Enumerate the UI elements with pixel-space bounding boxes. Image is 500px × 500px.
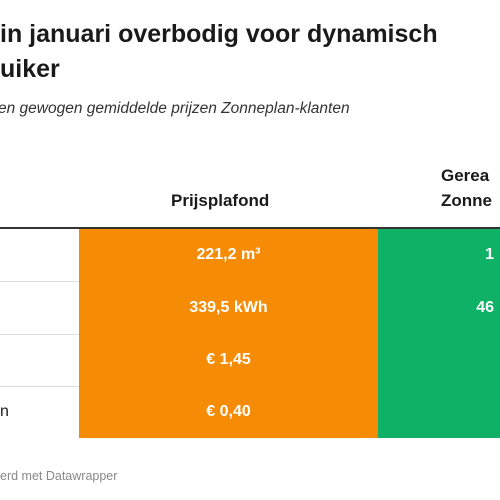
column-header: Gerea xyxy=(441,166,490,185)
row-label xyxy=(0,334,79,386)
subtitle: en gewogen gemiddelde prijzen Zonneplan-… xyxy=(0,100,350,117)
row-rule xyxy=(0,386,79,387)
cell-prijsplafond: € 0,40 xyxy=(79,386,378,438)
cell-prijsplafond: € 1,45 xyxy=(79,334,378,386)
footer: erd met Datawrapper xyxy=(0,469,118,483)
cell-zonneplan xyxy=(378,334,500,386)
row-label: n xyxy=(0,403,9,420)
header-rule xyxy=(0,227,500,229)
column-header: Prijsplafond xyxy=(171,191,270,210)
row-rule xyxy=(0,281,79,282)
cell-zonneplan xyxy=(378,386,500,438)
cell-prijsplafond: 221,2 m³ xyxy=(79,229,378,281)
column-header: Zonne xyxy=(441,191,492,210)
title-line: in januari overbodig voor dynamisch xyxy=(0,20,438,48)
cell-zonneplan: 46 xyxy=(378,281,500,334)
title-line: uiker xyxy=(0,55,60,83)
cell-zonneplan: 1 xyxy=(378,229,500,281)
cell-prijsplafond: 339,5 kWh xyxy=(79,281,378,334)
row-label xyxy=(0,281,79,334)
row-rule xyxy=(0,334,79,335)
row-label xyxy=(0,229,79,281)
